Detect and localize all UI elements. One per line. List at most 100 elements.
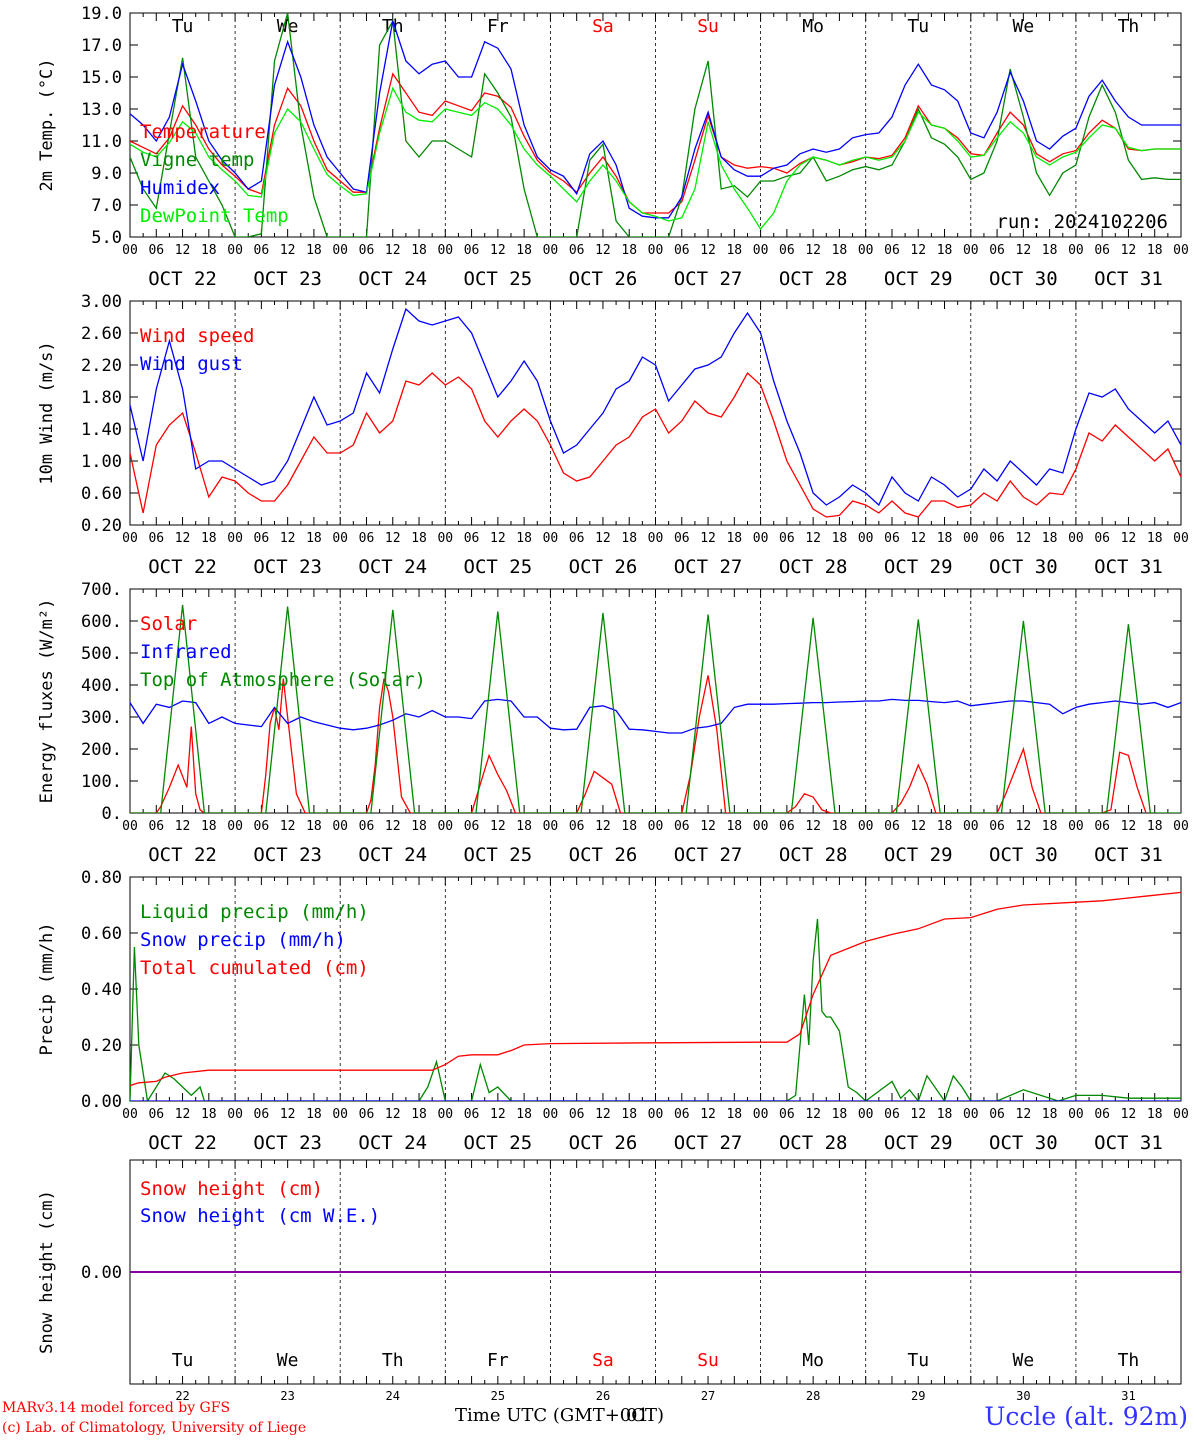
y-tick-label: 11.0 [81, 132, 122, 152]
x-day-number: 22 [175, 1389, 189, 1403]
legend-entry: Total cumulated (cm) [140, 957, 369, 979]
legend-entry: Humidex [140, 177, 220, 199]
x-hour-label: 00 [648, 819, 664, 834]
y-tick-label: 300. [81, 708, 122, 728]
y-tick-label: 0.00 [81, 1263, 122, 1283]
x-hour-label: 18 [516, 243, 532, 258]
x-hour-label: 00 [437, 243, 453, 258]
x-hour-label: 12 [175, 531, 191, 546]
x-date-label: OCT 31 [1094, 1132, 1163, 1154]
x-hour-label: 00 [648, 1107, 664, 1122]
x-hour-label: 06 [464, 1107, 480, 1122]
x-date-label: OCT 28 [779, 1132, 848, 1154]
x-hour-label: 12 [595, 819, 611, 834]
x-day-number: 24 [386, 1389, 400, 1403]
x-hour-label: 00 [543, 531, 559, 546]
x-hour-label: 00 [648, 531, 664, 546]
legend-entry: Snow precip (mm/h) [140, 929, 346, 951]
x-hour-label: 18 [937, 531, 953, 546]
x-hour-label: 00 [543, 819, 559, 834]
legend-entry: Vigne temp [140, 149, 254, 171]
x-hour-label: 18 [726, 819, 742, 834]
x-day-number: 27 [701, 1389, 715, 1403]
x-hour-label: 12 [1016, 531, 1032, 546]
x-hour-label: 18 [1147, 819, 1163, 834]
x-hour-label: 18 [201, 1107, 217, 1122]
x-hour-label: 06 [674, 819, 690, 834]
x-hour-label: 06 [148, 531, 164, 546]
x-hour-label: 06 [884, 531, 900, 546]
x-hour-label: 18 [726, 1107, 742, 1122]
x-hour-label: 18 [306, 1107, 322, 1122]
x-date-label: OCT 22 [148, 268, 217, 290]
x-date-label: OCT 29 [884, 556, 953, 578]
x-hour-label: 12 [910, 531, 926, 546]
x-hour-label: 00 [963, 531, 979, 546]
x-hour-label: 18 [1042, 1107, 1058, 1122]
x-hour-label: 06 [674, 1107, 690, 1122]
x-hour-label: 06 [1094, 819, 1110, 834]
x-hour-label: 12 [805, 819, 821, 834]
y-tick-label: 15.0 [81, 68, 122, 88]
x-day-number: 26 [596, 1389, 610, 1403]
y-axis-label: Snow height (cm) [37, 1190, 57, 1354]
x-hour-label: 00 [1068, 531, 1084, 546]
series-line-solar [130, 675, 1147, 813]
x-hour-label: 12 [805, 1107, 821, 1122]
x-hour-label: 12 [1121, 1107, 1137, 1122]
x-date-label: OCT 31 [1094, 844, 1163, 866]
x-hour-label: 00 [122, 1107, 138, 1122]
x-hour-label: 12 [700, 1107, 716, 1122]
x-hour-label: 12 [1016, 1107, 1032, 1122]
y-tick-label: 1.40 [81, 420, 122, 440]
y-tick-label: 200. [81, 740, 122, 760]
x-hour-label: 00 [1068, 243, 1084, 258]
x-hour-label: 18 [621, 819, 637, 834]
x-hour-label: 18 [516, 819, 532, 834]
x-hour-label: 00 [753, 243, 769, 258]
x-hour-label: 00 [963, 243, 979, 258]
x-hour-label: 06 [989, 531, 1005, 546]
y-tick-label: 0. [102, 804, 122, 824]
x-hour-label: 18 [832, 243, 848, 258]
x-hour-label: 18 [937, 243, 953, 258]
x-day-number: 30 [1016, 1389, 1030, 1403]
x-hour-label: 12 [1121, 243, 1137, 258]
legend-entry: DewPoint Temp [140, 205, 289, 227]
x-date-label: OCT 30 [989, 556, 1058, 578]
x-hour-label: 06 [779, 243, 795, 258]
y-tick-label: 19.0 [81, 4, 122, 24]
x-hour-label: 12 [805, 531, 821, 546]
x-hour-label: 12 [1016, 819, 1032, 834]
x-date-label: OCT 28 [779, 556, 848, 578]
x-date-label: OCT 26 [569, 268, 638, 290]
x-hour-label: 18 [201, 819, 217, 834]
weekday-label: Tu [172, 16, 194, 37]
x-hour-label: 06 [359, 243, 375, 258]
x-day-number: 31 [1121, 1389, 1135, 1403]
x-hour-label: 18 [306, 819, 322, 834]
x-hour-label: 00 [332, 243, 348, 258]
x-hour-label: 18 [306, 531, 322, 546]
legend-entry: Top of Atmosphere (Solar) [140, 669, 426, 691]
x-hour-label: 00 [858, 531, 874, 546]
weekday-label: We [277, 1350, 299, 1371]
x-hour-label: 00 [753, 1107, 769, 1122]
x-hour-label: 18 [201, 531, 217, 546]
x-hour-label: 00 [1173, 531, 1189, 546]
x-date-label: OCT 25 [464, 268, 533, 290]
legend-entry: Solar [140, 613, 197, 635]
x-hour-label: 12 [175, 819, 191, 834]
y-tick-label: 2.20 [81, 356, 122, 376]
x-date-label: OCT 23 [253, 268, 322, 290]
x-date-label: OCT 29 [884, 844, 953, 866]
x-date-label: OCT 22 [148, 1132, 217, 1154]
x-hour-label: 12 [910, 1107, 926, 1122]
x-date-label: OCT 24 [358, 1132, 427, 1154]
x-hour-label: 18 [937, 1107, 953, 1122]
x-hour-label: 00 [1068, 1107, 1084, 1122]
weekday-label: Tu [907, 1350, 929, 1371]
x-hour-label: 12 [490, 819, 506, 834]
station-name: Uccle (alt. 92m) [984, 1402, 1188, 1431]
x-hour-label: 06 [359, 1107, 375, 1122]
